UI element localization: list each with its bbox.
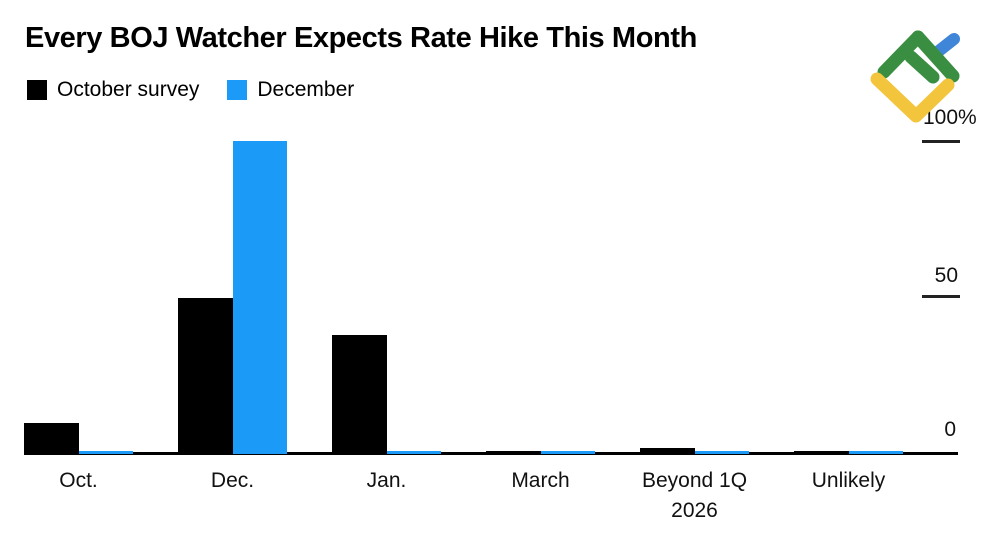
legend: October survey December [27,78,354,102]
legend-swatch-october-survey [27,80,47,100]
bar-december-4 [694,450,749,454]
y-tick-label-100: 100% [923,106,977,129]
bar-december-1 [232,141,287,454]
legend-label-december: December [257,78,355,101]
y-tick-label-0: 0 [944,418,956,441]
bar-december-0 [78,450,133,454]
y-tick-mark-100 [922,140,960,143]
bar-december-2 [386,450,441,454]
x-axis-label-3: March [511,469,570,492]
x-axis-label-4: Beyond 1Q 2026 [641,469,748,522]
legend-label-october-survey: October survey [57,78,200,101]
bar-october-survey-0 [24,422,79,454]
chart-title: Every BOJ Watcher Expects Rate Hike This… [25,22,697,54]
y-tick-mark-50 [922,295,960,298]
x-axis-label-1: Dec. [210,469,255,492]
bar-december-5 [848,450,903,454]
bar-october-survey-1 [178,297,233,454]
logo-yellow-check [870,72,955,123]
bar-october-survey-2 [332,335,387,454]
legend-swatch-december [227,80,248,100]
x-axis-label-5: Unlikely [811,469,886,492]
logo-green-mid-arm [904,50,940,84]
logo-green-spine [877,30,925,79]
y-tick-label-50: 50 [934,264,958,287]
legend-item-december: December [227,78,354,102]
bar-october-survey-4 [640,447,695,454]
litefinance-logo [870,30,960,123]
x-axis-label-2: Jan. [366,469,407,492]
bar-october-survey-3 [486,450,541,454]
bar-december-3 [540,450,595,454]
bar-october-survey-5 [794,450,849,454]
legend-item-october-survey: October survey [27,78,199,102]
x-axis-label-0: Oct. [59,469,98,492]
logo-green-top-arm [911,30,960,83]
